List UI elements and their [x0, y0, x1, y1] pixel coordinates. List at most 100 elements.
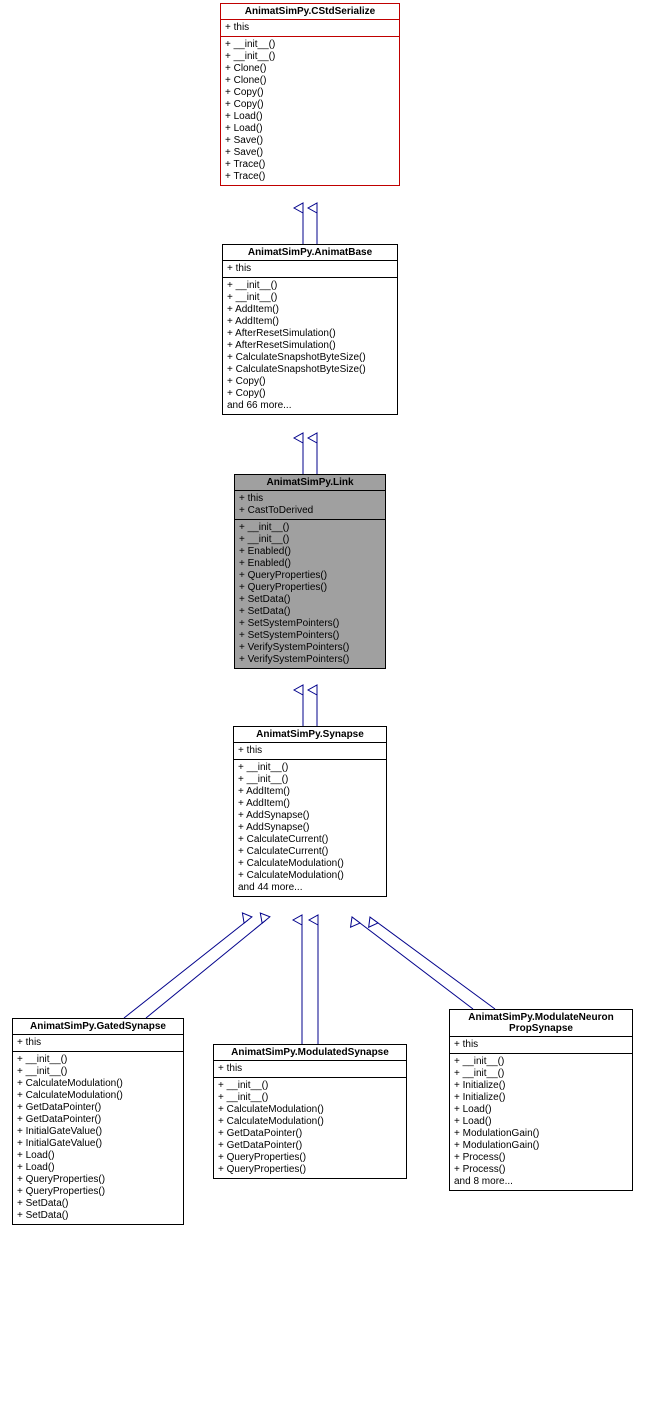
method-row: + CalculateCurrent()	[238, 834, 382, 846]
method-row: + Initialize()	[454, 1092, 628, 1104]
class-attrs: + this	[13, 1035, 183, 1052]
method-row: + CalculateModulation()	[218, 1104, 402, 1116]
class-title: AnimatSimPy.AnimatBase	[223, 245, 397, 261]
class-methods: + __init__()+ __init__()+ AddItem()+ Add…	[234, 760, 386, 896]
class-gatedsynapse[interactable]: AnimatSimPy.GatedSynapse + this + __init…	[12, 1018, 184, 1225]
method-row: + __init__()	[218, 1092, 402, 1104]
method-row: + VerifySystemPointers()	[239, 642, 381, 654]
class-attrs: + this	[234, 743, 386, 760]
method-row: + __init__()	[238, 762, 382, 774]
title-line: AnimatSimPy.ModulateNeuron	[468, 1012, 613, 1023]
method-row: + Load()	[454, 1104, 628, 1116]
method-row: + Trace()	[225, 171, 395, 183]
class-title: AnimatSimPy.Synapse	[234, 727, 386, 743]
method-row: + Load()	[454, 1116, 628, 1128]
method-row: + Copy()	[227, 388, 393, 400]
method-row: + CalculateCurrent()	[238, 846, 382, 858]
method-row: + Clone()	[225, 63, 395, 75]
method-row: + Enabled()	[239, 546, 381, 558]
inheritance-arrow	[124, 920, 248, 1018]
method-row: + QueryProperties()	[218, 1164, 402, 1176]
class-animatbase[interactable]: AnimatSimPy.AnimatBase + this + __init__…	[222, 244, 398, 415]
class-methods: + __init__()+ __init__()+ CalculateModul…	[13, 1052, 183, 1224]
class-methods: + __init__()+ __init__()+ Enabled()+ Ena…	[235, 520, 385, 668]
method-row: + AddSynapse()	[238, 810, 382, 822]
method-row: + GetDataPointer()	[218, 1128, 402, 1140]
method-row: + QueryProperties()	[239, 582, 381, 594]
method-row: + __init__()	[238, 774, 382, 786]
method-row: + CalculateModulation()	[218, 1116, 402, 1128]
class-title: AnimatSimPy.CStdSerialize	[221, 4, 399, 20]
method-row: + AddItem()	[227, 304, 393, 316]
class-title: AnimatSimPy.ModulatedSynapse	[214, 1045, 406, 1061]
method-row: + VerifySystemPointers()	[239, 654, 381, 666]
method-row: + SetSystemPointers()	[239, 630, 381, 642]
method-row: and 66 more...	[227, 400, 393, 412]
method-row: + SetData()	[239, 606, 381, 618]
class-synapse[interactable]: AnimatSimPy.Synapse + this + __init__()+…	[233, 726, 387, 897]
method-row: + Initialize()	[454, 1080, 628, 1092]
class-attrs: + this	[214, 1061, 406, 1078]
method-row: + AddItem()	[227, 316, 393, 328]
method-row: + __init__()	[227, 292, 393, 304]
attr-row: + this	[238, 745, 382, 757]
method-row: + ModulationGain()	[454, 1140, 628, 1152]
method-row: + CalculateModulation()	[17, 1090, 179, 1102]
method-row: + GetDataPointer()	[218, 1140, 402, 1152]
method-row: + Load()	[225, 111, 395, 123]
inheritance-arrow	[146, 920, 266, 1018]
method-row: + SetData()	[239, 594, 381, 606]
method-row: + Save()	[225, 135, 395, 147]
method-row: + Copy()	[227, 376, 393, 388]
method-row: + __init__()	[218, 1080, 402, 1092]
attr-row: + this	[227, 263, 393, 275]
method-row: + QueryProperties()	[17, 1186, 179, 1198]
class-link[interactable]: AnimatSimPy.Link + this + CastToDerived …	[234, 474, 386, 669]
method-row: + __init__()	[454, 1068, 628, 1080]
class-methods: + __init__()+ __init__()+ CalculateModul…	[214, 1078, 406, 1178]
attr-row: + this	[225, 22, 395, 34]
method-row: + CalculateModulation()	[238, 870, 382, 882]
method-row: + Save()	[225, 147, 395, 159]
method-row: + __init__()	[225, 39, 395, 51]
class-cstdserialize[interactable]: AnimatSimPy.CStdSerialize + this + __ini…	[220, 3, 400, 186]
method-row: + AddItem()	[238, 798, 382, 810]
method-row: + InitialGateValue()	[17, 1126, 179, 1138]
method-row: + SetSystemPointers()	[239, 618, 381, 630]
method-row: and 8 more...	[454, 1176, 628, 1188]
method-row: + GetDataPointer()	[17, 1114, 179, 1126]
method-row: + GetDataPointer()	[17, 1102, 179, 1114]
method-row: + ModulationGain()	[454, 1128, 628, 1140]
method-row: + Load()	[17, 1162, 179, 1174]
method-row: + SetData()	[17, 1210, 179, 1222]
attr-row: + this	[218, 1063, 402, 1075]
method-row: + Copy()	[225, 87, 395, 99]
method-row: + InitialGateValue()	[17, 1138, 179, 1150]
method-row: + CalculateSnapshotByteSize()	[227, 364, 393, 376]
class-modulatedsynapse[interactable]: AnimatSimPy.ModulatedSynapse + this + __…	[213, 1044, 407, 1179]
class-title: AnimatSimPy.Link	[235, 475, 385, 491]
method-row: + SetData()	[17, 1198, 179, 1210]
class-methods: + __init__()+ __init__()+ Clone()+ Clone…	[221, 37, 399, 185]
method-row: + CalculateModulation()	[238, 858, 382, 870]
class-methods: + __init__()+ __init__()+ Initialize()+ …	[450, 1054, 632, 1190]
class-methods: + __init__()+ __init__()+ AddItem()+ Add…	[223, 278, 397, 414]
method-row: + QueryProperties()	[239, 570, 381, 582]
method-row: + __init__()	[17, 1054, 179, 1066]
class-title: AnimatSimPy.GatedSynapse	[13, 1019, 183, 1035]
method-row: + Process()	[454, 1164, 628, 1176]
attr-row: + CastToDerived	[239, 505, 381, 517]
method-row: + Trace()	[225, 159, 395, 171]
attr-row: + this	[17, 1037, 179, 1049]
attr-row: + this	[239, 493, 381, 505]
class-modulateneuronpropsynapse[interactable]: AnimatSimPy.ModulateNeuron PropSynapse +…	[449, 1009, 633, 1191]
method-row: + AddSynapse()	[238, 822, 382, 834]
method-row: + Load()	[225, 123, 395, 135]
class-attrs: + this	[450, 1037, 632, 1054]
method-row: + __init__()	[239, 522, 381, 534]
method-row: + CalculateSnapshotByteSize()	[227, 352, 393, 364]
method-row: + __init__()	[225, 51, 395, 63]
method-row: + Process()	[454, 1152, 628, 1164]
method-row: and 44 more...	[238, 882, 382, 894]
method-row: + Enabled()	[239, 558, 381, 570]
